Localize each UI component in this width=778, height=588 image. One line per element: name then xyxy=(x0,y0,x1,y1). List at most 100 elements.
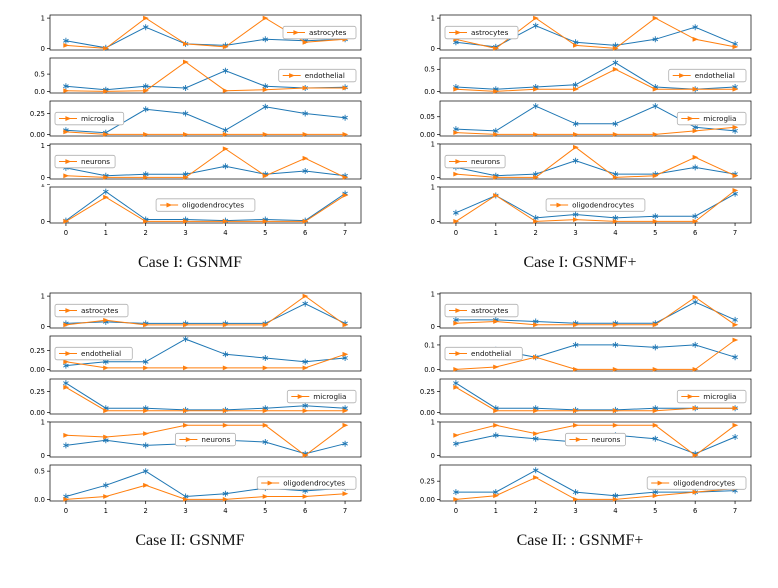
svg-text:0.00: 0.00 xyxy=(420,131,435,139)
svg-text:1: 1 xyxy=(431,141,435,148)
legend-endothelial: endothelial xyxy=(278,68,357,83)
svg-text:3: 3 xyxy=(183,507,187,515)
svg-text:1: 1 xyxy=(431,184,435,191)
subplot-microglia: 0.00 0.25 microglia xyxy=(420,378,752,417)
svg-text:6: 6 xyxy=(693,507,697,515)
y-axis: 0.00 0.25 xyxy=(30,110,50,139)
y-axis: 01 xyxy=(41,293,50,331)
svg-text:0.00: 0.00 xyxy=(30,366,45,374)
svg-text:1: 1 xyxy=(41,293,45,301)
svg-text:0.0: 0.0 xyxy=(34,496,45,504)
svg-text:6: 6 xyxy=(693,229,697,237)
svg-text:0: 0 xyxy=(431,218,435,226)
svg-text:2: 2 xyxy=(144,507,148,515)
legend-neurons: neurons xyxy=(54,154,116,169)
legend-label: microglia xyxy=(703,114,736,123)
y-axis: 01 xyxy=(41,142,50,182)
series-orange-triangles xyxy=(63,293,349,328)
svg-text:7: 7 xyxy=(343,507,347,515)
legend-oligodendrocytes: oligodendrocytes xyxy=(256,476,357,490)
y-axis: 01 xyxy=(431,184,440,226)
series-orange-triangles xyxy=(63,129,349,137)
x-axis: 0 1 2 3 4 5 6 7 xyxy=(454,223,737,237)
series-blue-stars xyxy=(63,336,348,369)
legend-label: neurons xyxy=(471,157,500,166)
series-orange-triangles xyxy=(453,66,739,94)
subplot-microglia: 0.00 0.05 microglia xyxy=(420,100,752,139)
series-orange-triangles xyxy=(453,337,739,372)
svg-text:0: 0 xyxy=(64,507,68,515)
legend-label: neurons xyxy=(591,435,620,444)
svg-text:0.1: 0.1 xyxy=(424,341,435,349)
svg-text:2: 2 xyxy=(534,229,538,237)
svg-text:1: 1 xyxy=(494,507,498,515)
y-axis: 01 xyxy=(41,419,50,460)
svg-text:0: 0 xyxy=(41,323,45,331)
y-axis: 01 xyxy=(41,184,50,226)
svg-text:0.25: 0.25 xyxy=(30,347,45,355)
legend-microglia: microglia xyxy=(676,111,747,126)
svg-text:0.00: 0.00 xyxy=(30,409,45,417)
legend-endothelial: endothelial xyxy=(668,68,747,83)
legend-endothelial: endothelial xyxy=(54,346,133,361)
legend-label: microglia xyxy=(313,392,346,401)
svg-text:1: 1 xyxy=(104,507,108,515)
legend-label: astrocytes xyxy=(471,28,509,37)
series-orange-triangles xyxy=(453,124,739,137)
y-axis: 0.00 0.25 xyxy=(30,388,50,417)
series-orange-triangles xyxy=(453,144,739,180)
series-orange-triangles xyxy=(453,188,739,224)
figure-panel-case1-gsnmf: 0 1 astrocytes 0.0 0.5 endothelial 0.00 0.25 mic… xyxy=(14,12,366,243)
svg-text:0: 0 xyxy=(431,323,435,331)
svg-text:1: 1 xyxy=(431,15,435,23)
svg-text:0.0: 0.0 xyxy=(424,366,435,374)
legend-label: astrocytes xyxy=(309,28,347,37)
y-axis: 0.00 0.25 xyxy=(420,388,440,417)
y-axis: 01 xyxy=(41,15,50,53)
svg-text:1: 1 xyxy=(431,290,435,298)
svg-text:5: 5 xyxy=(263,507,267,515)
svg-text:0.25: 0.25 xyxy=(30,388,45,396)
legend-astrocytes: astrocytes xyxy=(444,25,519,40)
svg-text:6: 6 xyxy=(303,229,307,237)
subplot-microglia: 0.00 0.25 microglia xyxy=(30,100,362,139)
legend-label: endothelial xyxy=(305,71,345,80)
x-axis: 0 1 2 3 4 5 6 7 xyxy=(64,223,347,237)
svg-text:0.25: 0.25 xyxy=(420,478,435,486)
figure-panel-case2-gsnmf: 0 1 astrocytes 0.00 0.25 endothelial 0.00 0.25 m… xyxy=(14,290,366,521)
svg-text:7: 7 xyxy=(343,229,347,237)
svg-text:4: 4 xyxy=(613,229,617,237)
legend-oligodendrocytes: oligodendrocytes xyxy=(155,198,256,212)
panel-caption: Case II: GSNMF xyxy=(135,532,245,549)
legend-microglia: microglia xyxy=(286,389,357,404)
panel-caption: Case II: : GSNMF+ xyxy=(516,532,644,549)
legend-label: microglia xyxy=(703,392,736,401)
legend-label: endothelial xyxy=(695,71,735,80)
svg-text:0.5: 0.5 xyxy=(34,468,45,476)
figure-panel-case2-gsnmf-plus: 0 1 astrocytes 0.0 0.1 endothelial 0.00 0.25 mic… xyxy=(404,290,756,521)
series-orange-triangles xyxy=(63,59,349,94)
legend-astrocytes: astrocytes xyxy=(444,303,519,318)
svg-text:0: 0 xyxy=(431,174,435,182)
legend-neurons: neurons xyxy=(174,432,236,447)
svg-text:4: 4 xyxy=(223,229,227,237)
panel-caption: Case I: GSNMF+ xyxy=(523,254,637,271)
svg-text:7: 7 xyxy=(733,507,737,515)
legend-label: oligodendrocytes xyxy=(283,479,345,488)
svg-text:3: 3 xyxy=(183,229,187,237)
subplot-astrocytes: 01 astrocytes xyxy=(41,15,362,53)
legend-label: neurons xyxy=(81,157,110,166)
svg-text:0.0: 0.0 xyxy=(34,88,45,96)
y-axis: 01 xyxy=(431,141,440,182)
y-axis: 0.0 0.5 xyxy=(424,66,440,96)
y-axis: 01 xyxy=(431,419,440,460)
svg-text:0: 0 xyxy=(454,507,458,515)
series-orange-triangles xyxy=(63,482,349,502)
svg-text:0: 0 xyxy=(431,452,435,460)
svg-text:0.0: 0.0 xyxy=(424,88,435,96)
svg-text:0: 0 xyxy=(454,229,458,237)
